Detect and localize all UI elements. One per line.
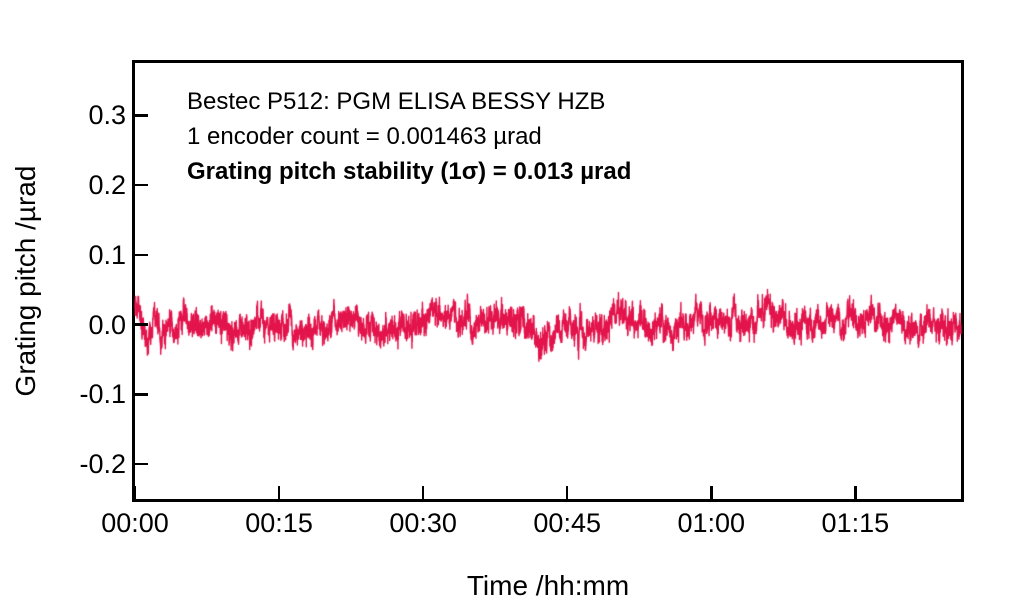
x-axis-title: Time /hh:mm [466,570,630,601]
y-tick-label: 0.2 [88,170,126,201]
x-tick-mark [421,486,425,499]
x-tick-mark [133,486,137,499]
x-tick-mark [565,486,569,499]
x-tick-label: 00:15 [245,508,313,538]
y-tick-label: 0.0 [88,309,126,340]
y-tick-label: -0.1 [79,379,126,410]
x-tick-mark [710,486,713,499]
y-tick-mark [135,114,148,117]
y-tick-mark [135,462,148,466]
x-tick-label: 00:00 [101,508,169,538]
x-tick-label: 00:45 [533,508,601,538]
y-tick-mark [135,183,148,187]
annotation-line-2: 1 encoder count = 0.001463 µrad [187,123,542,150]
x-tick-label: 01:15 [821,508,890,538]
x-tick-label: 00:30 [389,508,457,538]
annotation-block: Bestec P512: PGM ELISA BESSY HZB 1 encod… [187,84,631,189]
y-tick-label: 0.3 [88,100,126,131]
x-tick-label: 01:00 [677,508,746,538]
y-tick-mark [135,393,148,396]
y-tick-mark [135,323,148,326]
y-tick-label: -0.2 [79,449,126,480]
annotation-line-1: Bestec P512: PGM ELISA BESSY HZB [187,88,606,115]
y-tick-label: 0.1 [88,239,126,270]
y-tick-mark [135,253,148,257]
x-tick-mark [277,486,281,499]
x-tick-mark [854,486,857,499]
annotation-line-3: Grating pitch stability (1σ) = 0.013 µra… [187,158,632,185]
